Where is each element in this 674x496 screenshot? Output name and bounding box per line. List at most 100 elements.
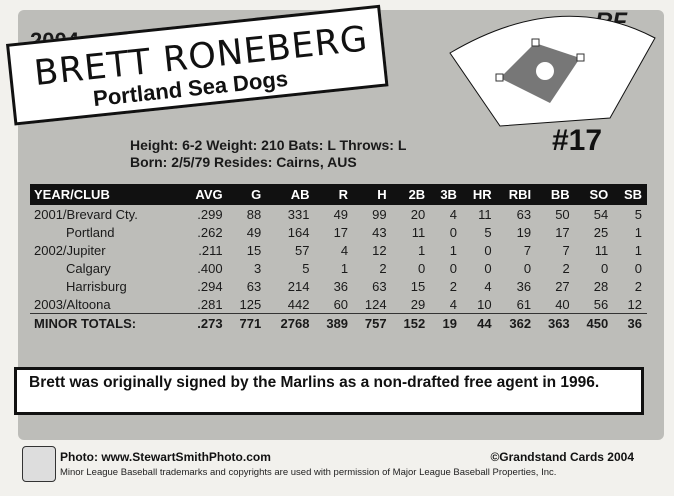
stats-total-cell: 450 [574,313,614,332]
stats-cell: 15 [246,242,262,258]
stats-header-cell: H [353,184,392,205]
stats-cell: .281 [197,296,223,312]
stats-totals-row: MINOR TOTALS: .273 771 2768 389 757 152 19 44 362… [30,313,647,332]
stats-cell: .262 [197,224,223,240]
stats-cell: 43 [372,224,387,240]
stats-cell: 12 [372,242,387,258]
stats-cell: 57 [295,242,310,258]
stats-row: Harrisburg .294 63 214 36 63 15 2 4 36 27 28 2 [30,277,647,295]
stats-row: 2002/Jupiter .211 15 57 4 12 1 1 0 7 7 11 1 [30,241,647,259]
stats-table: YEAR/CLUB AVG G AB R H 2B 3B HR RBI BB SO SB 2001/Br… [30,184,647,332]
stats-cell: 164 [287,224,310,240]
stats-cell: 5 [484,224,492,240]
stats-row: 2003/Altoona .281 125 442 60 124 29 4 10 61 40 56 12 [30,295,647,314]
stats-cell: 54 [593,206,609,222]
stats-total-cell: 152 [391,313,431,332]
jersey-number: #17 [552,124,603,157]
stats-total-cell: MINOR TOTALS: [30,313,182,332]
stats-header-cell: YEAR/CLUB [30,184,182,205]
stats-cell: 36 [516,278,532,294]
stats-total-cell: 389 [314,313,354,332]
stats-cell: .294 [197,278,223,294]
stats-header-cell: G [227,184,267,205]
stats-cell: 0 [449,260,457,276]
stats-header-cell: AVG [181,184,228,205]
stats-cell: 0 [484,242,492,258]
stats-cell: 61 [516,296,532,312]
stats-cell: 12 [627,296,642,312]
stats-cell: 4 [449,206,457,222]
stats-cell: 63 [372,278,387,294]
stats-cell: 1 [340,260,349,276]
stats-row: Calgary .400 3 5 1 2 0 0 0 0 2 0 0 [30,259,647,277]
stats-row: 2001/Brevard Cty. .299 88 331 49 99 20 4 11 63 50 5… [30,205,647,223]
stats-cell: 40 [555,296,570,312]
stats-cell: 4 [340,242,349,258]
stats-cell: 0 [634,260,642,276]
stats-total-cell: 44 [461,313,497,332]
stats-cell: 36 [333,278,349,294]
stats-cell: 124 [364,296,387,312]
stats-cell: 2003/Altoona [34,296,111,312]
stats-total-cell: 36 [613,313,647,332]
stats-total-cell: 757 [353,313,392,332]
stats-cell: 1 [449,242,457,258]
baseball-field-icon [449,15,656,127]
stats-cell: 2001/Brevard Cty. [34,206,138,222]
minor-league-logo [22,446,56,482]
stats-total-cell: 362 [496,313,537,332]
stats-total-cell: 2768 [266,313,315,332]
stats-header-cell: R [314,184,354,205]
stats-cell: 25 [593,224,609,240]
stats-header-cell: BB [536,184,575,205]
stats-cell: 125 [239,296,262,312]
stats-cell: 5 [302,260,310,276]
stats-cell: 20 [410,206,426,222]
stats-cell: 442 [287,296,310,312]
stats-header-row: YEAR/CLUB AVG G AB R H 2B 3B HR RBI BB SO SB [30,184,647,205]
stats-cell: 88 [246,206,262,222]
stats-cell: .211 [198,242,223,258]
stats-cell: 29 [410,296,426,312]
stats-cell: 19 [516,224,532,240]
stats-cell: 3 [253,260,262,276]
stats-cell: 63 [246,278,262,294]
stats-cell: 11 [594,242,609,258]
stats-cell: 11 [478,206,492,222]
stats-header-cell: HR [461,184,497,205]
stats-cell: 2 [449,278,457,294]
stats-cell: 27 [555,278,570,294]
stats-cell: 10 [477,296,492,312]
stats-cell: 0 [523,260,532,276]
stats-cell: 17 [555,224,570,240]
stats-cell: Harrisburg [66,278,127,294]
stats-cell: 1 [634,224,642,240]
stats-total-cell: .273 [181,313,228,332]
stats-cell: 7 [523,242,532,258]
stats-row: Portland .262 49 164 17 43 11 0 5 19 17 25 1 [30,223,647,241]
stats-total-cell: 771 [227,313,267,332]
stats-cell: 4 [484,278,492,294]
stats-cell: 331 [287,206,310,222]
stats-cell: 17 [333,224,349,240]
stats-cell: 99 [372,206,387,222]
stats-header-cell: AB [266,184,315,205]
stats-cell: 0 [449,224,457,240]
stats-cell: Portland [66,224,115,240]
stats-cell: 0 [417,260,426,276]
stats-cell: 0 [601,260,609,276]
stats-cell: 28 [593,278,609,294]
stats-total-cell: 363 [536,313,575,332]
stats-cell: 2 [562,260,570,276]
stats-cell: 50 [555,206,570,222]
stats-cell: 2 [634,278,642,294]
copyright: ©Grandstand Cards 2004 [490,450,634,464]
stats-cell: 60 [333,296,349,312]
stats-cell: 5 [634,206,642,222]
stats-header-cell: 2B [391,184,431,205]
stats-cell: 56 [593,296,609,312]
stats-header-cell: 3B [430,184,462,205]
stats-cell: 7 [562,242,570,258]
stats-header-cell: SO [574,184,614,205]
